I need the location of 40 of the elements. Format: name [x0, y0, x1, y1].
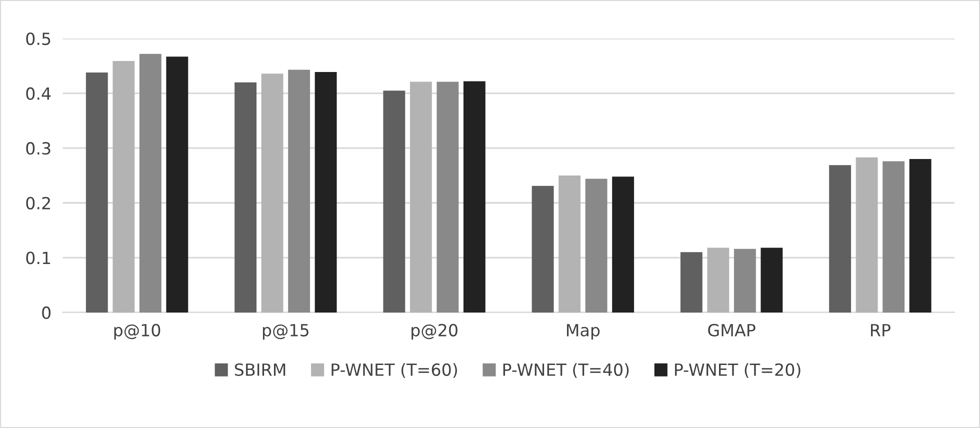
bar — [612, 176, 634, 312]
bar — [532, 186, 554, 312]
bar — [86, 72, 108, 312]
legend-label: P-WNET (T=60) — [332, 363, 457, 378]
bar — [261, 74, 284, 312]
y-tick-label: 0.4 — [26, 87, 51, 100]
bar — [856, 157, 878, 312]
y-tick-label: 0.5 — [26, 32, 50, 46]
bar — [707, 248, 730, 312]
y-tick-label: 0.3 — [26, 142, 50, 155]
legend-label: P-WNET (T=40) — [503, 363, 629, 378]
bar — [436, 82, 459, 312]
y-tick-label: 0 — [42, 306, 50, 320]
bar — [288, 70, 310, 312]
bar — [166, 56, 188, 312]
bar — [410, 82, 432, 312]
bar — [383, 90, 406, 312]
x-tick-label: Map — [566, 324, 600, 340]
legend-label: P-WNET (T=20) — [675, 363, 800, 378]
bar — [909, 159, 932, 312]
x-tick-label: GMAP — [708, 324, 756, 336]
x-tick-label: p@15 — [262, 324, 308, 340]
x-tick-label: p@10 — [114, 324, 160, 340]
bar — [558, 175, 581, 312]
bar — [760, 248, 783, 312]
bar — [234, 82, 257, 312]
bar — [112, 60, 135, 312]
x-tick-label: p@20 — [412, 324, 458, 340]
bar — [734, 248, 756, 312]
bar — [139, 54, 162, 312]
bar — [680, 252, 702, 312]
bar — [882, 161, 905, 312]
y-tick-label: 0.1 — [26, 252, 50, 264]
bar — [585, 178, 608, 312]
y-tick-label: 0.2 — [26, 196, 50, 210]
x-tick-label: RP — [871, 324, 890, 336]
bar — [829, 165, 852, 312]
bar — [314, 72, 337, 312]
bar — [463, 81, 486, 312]
legend-label: SBIRM — [234, 363, 286, 376]
